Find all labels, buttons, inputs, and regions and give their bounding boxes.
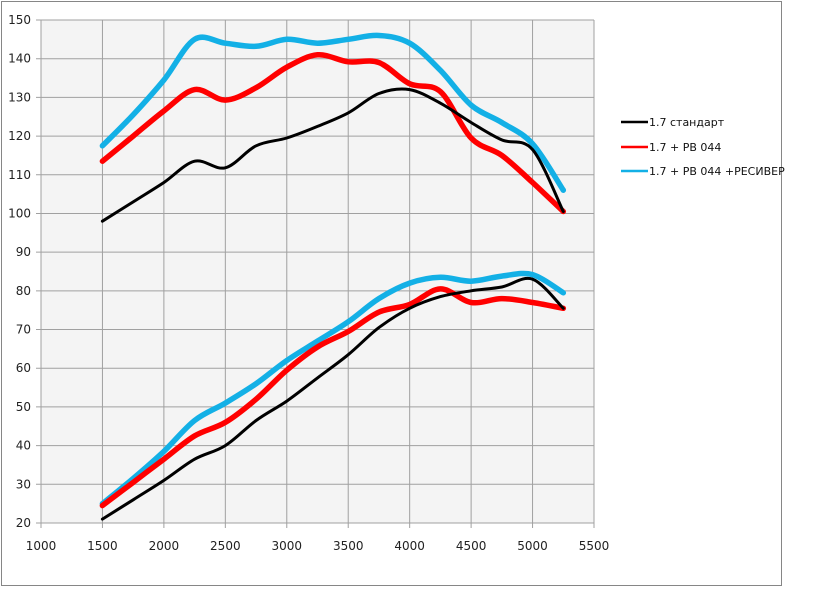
y-tick-label: 60 [16,361,31,375]
y-tick-label: 110 [8,168,31,182]
legend-label: 1.7 + РВ 044 [649,141,721,154]
y-tick-label: 100 [8,206,31,220]
y-tick-label: 20 [16,516,31,530]
series-line-upper-1 [99,52,567,215]
series-line-lower-3 [100,276,565,521]
x-tick-label: 4000 [394,539,425,553]
x-tick-label: 2000 [149,539,180,553]
series-line-upper-2 [99,32,567,193]
x-tick-label: 4500 [456,539,487,553]
y-tick-label: 150 [8,13,31,27]
x-axis-ticks: 1000 1500 2000 2500 3000 3500 4000 4500 5000 5500 [26,539,610,553]
series-line-lower-4 [99,286,567,509]
x-tick-label: 1000 [26,539,57,553]
x-tick-label: 2500 [210,539,241,553]
chart-frame [1,1,782,586]
series-lines [99,32,567,521]
legend-item: 1.7 + РВ 044 [621,141,721,154]
legend: 1.7 стандарт 1.7 + РВ 044 1.7 + РВ 044 +… [621,116,785,178]
x-tick-label: 3000 [272,539,303,553]
y-tick-label: 50 [16,400,31,414]
legend-item: 1.7 стандарт [621,116,725,129]
y-axis-ticks: 20 30 40 50 60 70 80 90 100 110 120 130 140 150 [8,13,31,530]
legend-label: 1.7 стандарт [649,116,725,129]
y-tick-label: 120 [8,129,31,143]
y-tick-label: 40 [16,439,31,453]
plot-area [41,20,594,523]
y-tick-label: 140 [8,52,31,66]
x-tick-label: 5500 [579,539,610,553]
x-tick-label: 5000 [517,539,548,553]
x-tick-label: 1500 [87,539,118,553]
legend-label: 1.7 + РВ 044 +РЕСИВЕР [649,165,785,178]
gridlines [36,19,595,528]
legend-item: 1.7 + РВ 044 +РЕСИВЕР [621,165,785,178]
y-tick-label: 70 [16,323,31,337]
x-tick-label: 3500 [333,539,364,553]
y-tick-label: 130 [8,90,31,104]
y-tick-label: 80 [16,284,31,298]
y-tick-label: 90 [16,245,31,259]
series-line-lower-5 [99,270,567,507]
y-tick-label: 30 [16,477,31,491]
series-line-upper-0 [100,87,565,223]
